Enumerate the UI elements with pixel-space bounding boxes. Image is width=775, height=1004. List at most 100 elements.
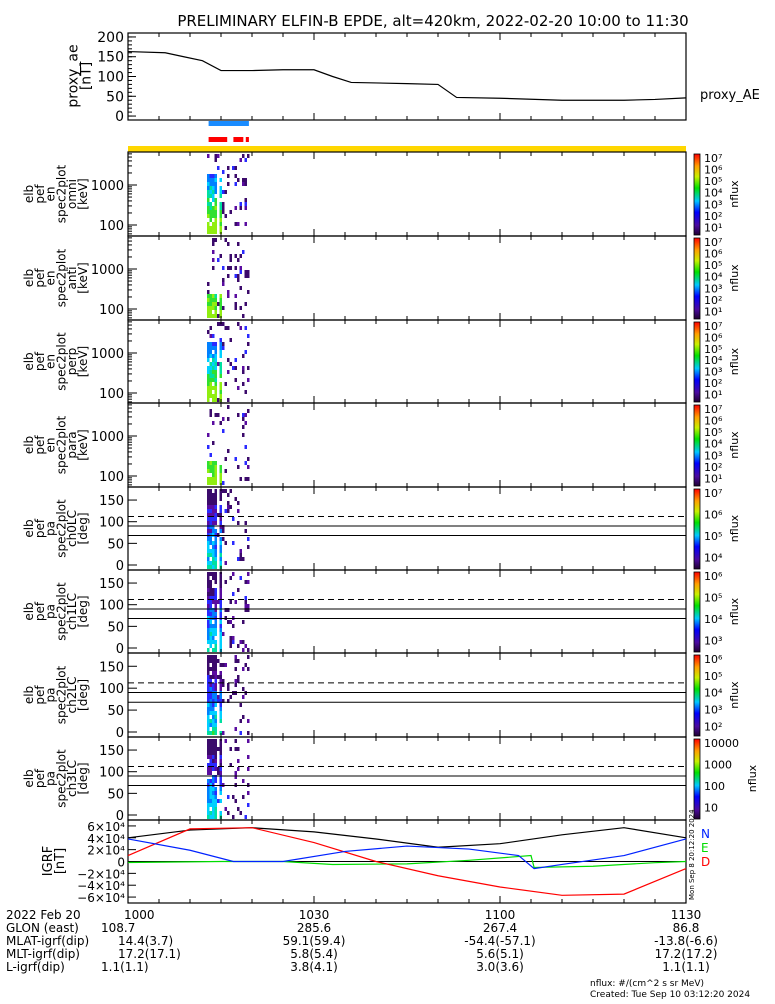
- spectrogram-cell: [212, 632, 215, 636]
- y-axis-label-line: [deg]: [76, 679, 90, 711]
- spectrogram-cell: [207, 282, 210, 286]
- igrf-N-line: [127, 827, 687, 848]
- spectrogram-cell: [209, 477, 212, 481]
- spectrogram-cell: [229, 620, 232, 624]
- spectrogram-cell: [209, 461, 212, 465]
- spectrogram-cell: [217, 154, 220, 158]
- spectrogram-cell: [214, 346, 217, 350]
- spectrogram-cell: [247, 154, 250, 158]
- spectrogram-cell: [219, 751, 222, 755]
- x-row-value: 59.1(59.4): [283, 934, 346, 948]
- spectrogram-cell: [244, 477, 247, 481]
- spectrogram-cell: [209, 493, 212, 497]
- spectrogram-cell: [219, 787, 222, 791]
- spectrogram-cell: [214, 398, 217, 402]
- spectrogram-cell: [222, 679, 225, 683]
- spectrogram-cell: [209, 791, 212, 795]
- spectrogram-cell: [212, 477, 215, 481]
- spectrogram-cell: [219, 640, 222, 644]
- spectrogram-cell: [232, 636, 235, 640]
- spectrogram-cell: [217, 600, 220, 604]
- spectrogram-cell: [229, 210, 232, 214]
- spectrogram-cell: [219, 469, 222, 473]
- spectrogram-cell: [214, 477, 217, 481]
- spectrogram-cell: [219, 624, 222, 628]
- spectrogram-cell: [214, 513, 217, 517]
- spectrogram-cell: [219, 545, 222, 549]
- y-axis-label-line: elb: [22, 269, 36, 287]
- spectrogram-cell: [219, 390, 222, 394]
- spectrogram-cell: [214, 620, 217, 624]
- spectrogram-cell: [234, 775, 237, 779]
- spectrogram-cell: [209, 390, 212, 394]
- spectrogram-cell: [217, 322, 220, 326]
- spectrogram-cell: [214, 616, 217, 620]
- spectrogram-cell: [209, 755, 212, 759]
- spectrogram-cell: [224, 489, 227, 493]
- x-row-value: 1.1(1.1): [101, 960, 149, 974]
- spectrogram-cell: [227, 370, 230, 374]
- spectrogram-cell: [209, 572, 212, 576]
- spectrogram-cell: [207, 640, 210, 644]
- colorbar-tick-label: 10⁶: [704, 570, 723, 583]
- x-row-value: 5.8(5.4): [290, 947, 338, 961]
- spectrogram-cell: [207, 314, 210, 318]
- spectrogram-cell: [222, 489, 225, 493]
- spectrogram-cell: [229, 600, 232, 604]
- spectrogram-cell: [209, 394, 212, 398]
- spectrogram-panels: 1000100elbpefenspec2plotomni[keV]10⁷10⁶1…: [22, 151, 759, 824]
- spectrogram-cell: [234, 182, 237, 186]
- spectrogram-cell: [234, 366, 237, 370]
- spectrogram-cell: [214, 190, 217, 194]
- spectrogram-panel: 150 100 50 0 elbpefpaspec2plotch0LC[deg] 10⁷ 1…: [22, 486, 741, 574]
- y-axis-label-line: spec2plot: [54, 415, 68, 474]
- spectrogram-cell: [219, 513, 222, 517]
- spectrogram-cell: [207, 378, 210, 382]
- spectrogram-cell: [214, 497, 217, 501]
- spectrogram-cell: [209, 815, 212, 819]
- spectrogram-cell: [207, 461, 210, 465]
- spectrogram-cell: [212, 210, 215, 214]
- spectrogram-cell: [219, 771, 222, 775]
- spectrogram-cell: [209, 679, 212, 683]
- spectrogram-cell: [212, 226, 215, 230]
- spectrogram-cell: [219, 663, 222, 667]
- spectrogram-cell: [214, 600, 217, 604]
- spectrogram-cell: [207, 549, 210, 553]
- spectrogram-cell: [209, 636, 212, 640]
- spectrogram-cell: [234, 747, 237, 751]
- spectrogram-cell: [232, 795, 235, 799]
- spectrogram-cell: [214, 314, 217, 318]
- spectrogram-cell: [214, 306, 217, 310]
- spectrogram-cell: [212, 600, 215, 604]
- spectrogram-cell: [214, 667, 217, 671]
- y-axis-label-line: [nT]: [53, 848, 68, 874]
- y-axis-label-line: spec2plot: [54, 499, 68, 558]
- spectrogram-cell: [207, 294, 210, 298]
- y-axis-label: elbpefpaspec2plotch1LC[deg]: [22, 582, 90, 641]
- spectrogram-cell: [247, 537, 250, 541]
- spectrogram-cell: [244, 529, 247, 533]
- spectrogram-cell: [209, 592, 212, 596]
- spectrogram-cell: [224, 739, 227, 743]
- spectrogram-cell: [214, 549, 217, 553]
- colorbar-title: nflux: [728, 180, 741, 208]
- spectrogram-cell: [242, 413, 245, 417]
- spectrogram-cell: [214, 747, 217, 751]
- spectrogram-cell: [217, 166, 220, 170]
- spectrogram-cell: [214, 370, 217, 374]
- y-tick-label: 50: [107, 620, 124, 635]
- spectrogram-cell: [214, 214, 217, 218]
- spectrogram-cell: [207, 521, 210, 525]
- spectrogram-cell: [219, 616, 222, 620]
- y-axis-label-line: spec2plot: [54, 582, 68, 641]
- y-tick-label: 100: [99, 682, 124, 697]
- spectrogram-cell: [207, 465, 210, 469]
- spectrogram-cell: [214, 743, 217, 747]
- spectrogram-cell: [217, 533, 220, 537]
- spectrogram-cell: [217, 771, 220, 775]
- colorbar-tick-label: 10³: [704, 198, 722, 211]
- spectrogram-cell: [247, 545, 250, 549]
- spectrogram-cell: [212, 517, 215, 521]
- spectrogram-cell: [219, 226, 222, 230]
